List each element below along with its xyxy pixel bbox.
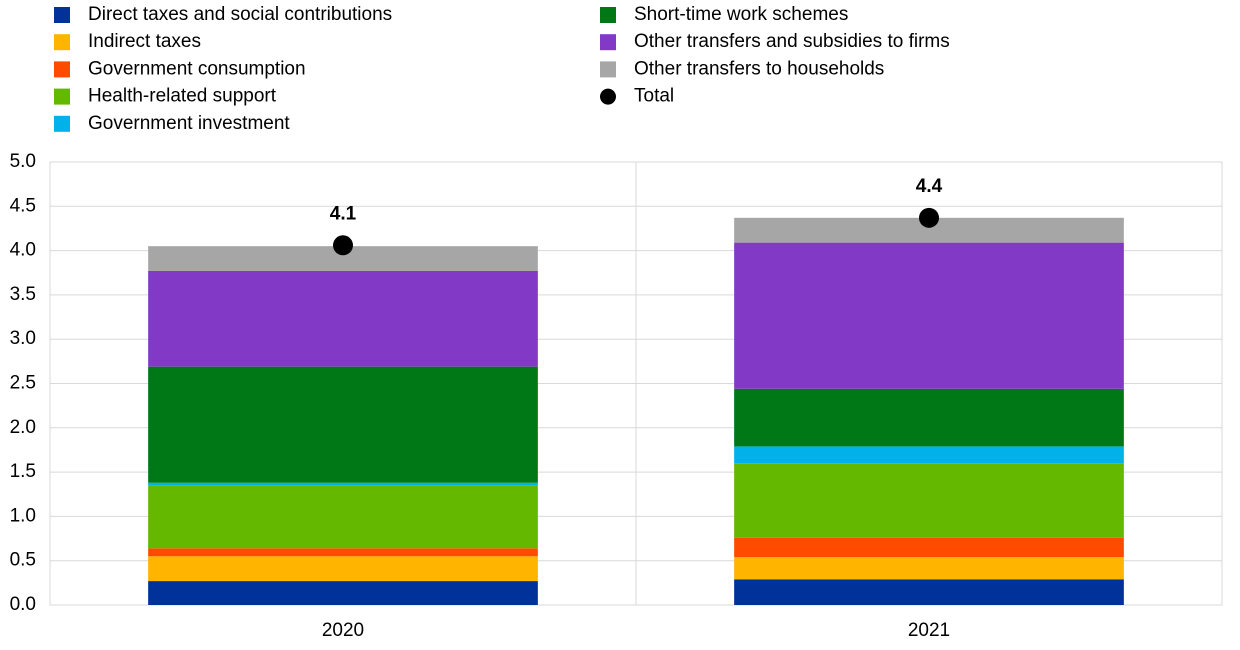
x-tick-label: 2020 xyxy=(322,620,364,641)
bar-segment xyxy=(148,482,538,486)
legend-label: Direct taxes and social contributions xyxy=(88,4,392,25)
total-label: 4.4 xyxy=(916,176,943,197)
legend-label: Government consumption xyxy=(88,58,306,79)
y-tick-label: 2.5 xyxy=(10,373,36,394)
legend-label: Indirect taxes xyxy=(88,31,201,52)
y-tick-label: 1.5 xyxy=(10,461,36,482)
legend-label: Other transfers to households xyxy=(634,58,884,79)
bar-segment xyxy=(148,270,538,367)
total-marker xyxy=(919,207,939,228)
legend-swatch xyxy=(54,61,70,78)
bar-segment xyxy=(734,463,1124,538)
total-marker xyxy=(333,235,353,256)
bar-segment xyxy=(734,242,1124,389)
bar-segment xyxy=(148,366,538,483)
y-tick-label: 2.0 xyxy=(10,417,36,438)
bar-segment xyxy=(734,446,1124,464)
legend-label: Total xyxy=(634,86,674,107)
legend-swatch xyxy=(54,115,70,132)
legend-swatch xyxy=(600,34,616,51)
bar-segment xyxy=(148,485,538,549)
y-tick-label: 0.5 xyxy=(10,550,36,571)
legend-label: Health-related support xyxy=(88,86,277,107)
y-tick-label: 0.0 xyxy=(10,594,36,615)
y-tick-label: 1.0 xyxy=(10,505,36,526)
y-tick-label: 4.5 xyxy=(10,195,36,216)
legend-label: Short-time work schemes xyxy=(634,4,848,25)
legend-swatch xyxy=(600,7,616,23)
legend-swatch xyxy=(54,88,70,105)
y-tick-label: 5.0 xyxy=(10,151,36,172)
bar-segment xyxy=(148,556,538,582)
bar-segment xyxy=(148,548,538,557)
y-tick-label: 4.0 xyxy=(10,240,36,261)
legend-label: Government investment xyxy=(88,113,290,134)
y-tick-label: 3.5 xyxy=(10,284,36,305)
bar-segment xyxy=(148,581,538,605)
bar-segment xyxy=(734,557,1124,580)
legend-swatch xyxy=(600,61,616,78)
bar-segment xyxy=(734,388,1124,447)
legend-marker xyxy=(600,88,616,105)
legend-label: Other transfers and subsidies to firms xyxy=(634,31,950,52)
legend-swatch xyxy=(54,34,70,51)
bar-segment xyxy=(734,579,1124,605)
total-label: 4.1 xyxy=(330,203,357,224)
y-tick-label: 3.0 xyxy=(10,328,36,349)
x-tick-label: 2021 xyxy=(908,620,950,641)
legend-swatch xyxy=(54,7,70,23)
bar-segment xyxy=(734,537,1124,558)
